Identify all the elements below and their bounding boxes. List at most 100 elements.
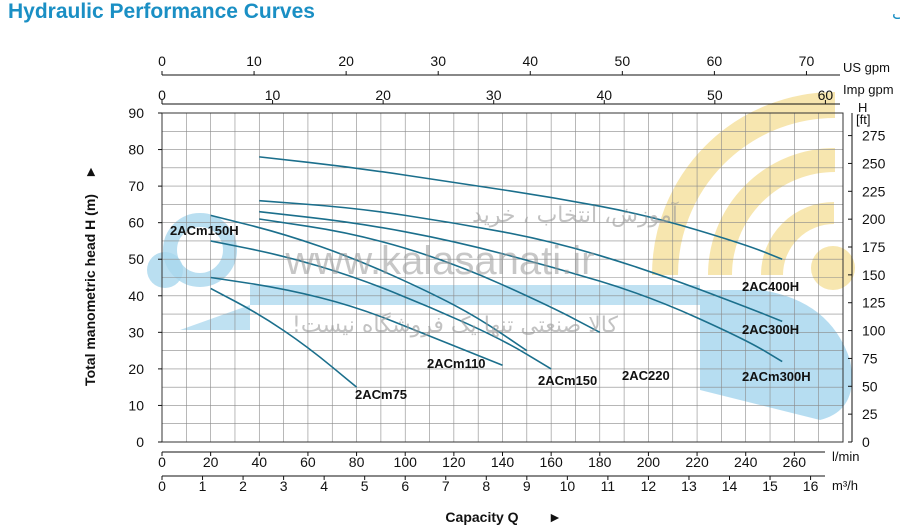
feet-tick-label: 250	[862, 155, 886, 171]
m3h-tick-label: 10	[560, 478, 576, 494]
watermark-url: www.kalasanati.ir	[284, 239, 594, 283]
feet-tick-label: 25	[862, 406, 878, 422]
m3h-tick-label: 6	[401, 478, 409, 494]
impgpm-tick-label: 50	[707, 87, 723, 103]
impgpm-unit-label: Imp gpm	[843, 82, 894, 97]
curve-2ac220	[259, 218, 601, 334]
usgpm-tick-label: 0	[158, 53, 166, 69]
y-tick-label: 20	[128, 361, 144, 377]
m3h-tick-label: 11	[601, 478, 616, 494]
chart-title: Hydraulic Performance Curves	[8, 0, 315, 23]
y-axis-arrow: ►	[82, 165, 98, 179]
x-tick-label: 180	[588, 454, 612, 470]
feet-tick-label: 175	[862, 239, 886, 255]
y-tick-label: 80	[128, 142, 144, 158]
m3h-tick-label: 13	[681, 478, 697, 494]
m3h-tick-label: 9	[523, 478, 531, 494]
impgpm-tick-label: 10	[265, 87, 281, 103]
curve-2ac400h	[259, 156, 783, 260]
curve-label-2ac300h: 2AC300H	[742, 322, 799, 337]
x-tick-label: 160	[539, 454, 563, 470]
x-axis-arrow: ►	[548, 509, 562, 525]
curve-label-2acm110: 2ACm110	[427, 356, 486, 371]
y-tick-label: 50	[128, 251, 144, 267]
usgpm-tick-label: 70	[799, 53, 815, 69]
feet-tick-label: 225	[862, 183, 886, 199]
curve-label-2ac400h: 2AC400H	[742, 279, 799, 294]
y-tick-label: 10	[128, 397, 144, 413]
feet-tick-label: 50	[862, 378, 878, 394]
watermark-line3: کالا صنعتی تنها یک فروشگاه نیست!	[292, 312, 618, 338]
usgpm-tick-label: 20	[338, 53, 354, 69]
y-tick-label: 30	[128, 324, 144, 340]
feet-axis-h-label: H	[858, 100, 867, 115]
m3h-tick-label: 14	[722, 478, 738, 494]
impgpm-tick-label: 0	[158, 87, 166, 103]
curve-2acm300h	[259, 210, 783, 363]
curve-2acm150	[210, 240, 552, 370]
y-axis-title: Total manometric head H (m)	[82, 194, 98, 386]
usgpm-tick-label: 10	[246, 53, 262, 69]
performance-curves: 2ACm75 2ACm110 2ACm150 2ACm150H 2AC220 2ACm30…	[170, 156, 811, 402]
x-tick-label: 20	[203, 454, 219, 470]
x-tick-label: 220	[685, 454, 709, 470]
usgpm-tick-label: 40	[522, 53, 538, 69]
y-tick-label: 90	[128, 105, 144, 121]
feet-tick-label: 275	[862, 128, 886, 144]
curve-2ac300h	[259, 199, 783, 323]
x-axis-title: Capacity Q	[445, 509, 518, 525]
y-tick-label: 0	[136, 434, 144, 450]
x-tick-label: 80	[349, 454, 365, 470]
x-tick-label: 140	[491, 454, 515, 470]
impgpm-tick-label: 60	[818, 87, 834, 103]
plot-frame	[161, 112, 844, 443]
x-unit-label: l/min	[832, 449, 859, 464]
m3h-tick-label: 3	[280, 478, 288, 494]
chart-title-persian: منحنی عملکرد هیدرولیکی	[892, 2, 900, 22]
m3h-tick-label: 0	[158, 478, 166, 494]
curve-2acm110	[210, 276, 503, 366]
m3h-tick-label: 1	[199, 478, 207, 494]
y-tick-label: 60	[128, 215, 144, 231]
feet-tick-label: 75	[862, 350, 878, 366]
feet-tick-label: 200	[862, 211, 886, 227]
y-tick-label: 40	[128, 288, 144, 304]
curve-label-2acm150h: 2ACm150H	[170, 223, 239, 238]
x-tick-label: 100	[394, 454, 418, 470]
x-tick-label: 200	[637, 454, 661, 470]
feet-tick-label: 100	[862, 323, 886, 339]
watermark-line1: آموزش، انتخاب ، خرید	[472, 201, 679, 228]
feet-tick-label: 150	[862, 267, 886, 283]
feet-unit-label: [ft]	[856, 112, 870, 127]
y-tick-label: 70	[128, 178, 144, 194]
m3h-tick-label: 5	[361, 478, 369, 494]
impgpm-tick-label: 30	[486, 87, 502, 103]
curve-label-2ac220: 2AC220	[622, 368, 670, 383]
x-tick-label: 40	[251, 454, 267, 470]
m3h-tick-label: 7	[442, 478, 450, 494]
curve-label-2acm150: 2ACm150	[538, 373, 597, 388]
usgpm-unit-label: US gpm	[843, 60, 890, 75]
usgpm-tick-label: 30	[430, 53, 446, 69]
m3h-tick-label: 15	[762, 478, 778, 494]
m3h-unit-label: m³/h	[832, 478, 858, 493]
curve-2acm150h	[210, 214, 528, 352]
watermark-art	[147, 92, 855, 420]
curve-label-2acm75: 2ACm75	[355, 387, 407, 402]
m3h-tick-label: 2	[239, 478, 247, 494]
impgpm-tick-label: 40	[596, 87, 612, 103]
feet-tick-label: 125	[862, 295, 886, 311]
m3h-tick-label: 16	[803, 478, 819, 494]
m3h-tick-label: 8	[482, 478, 490, 494]
x-tick-label: 260	[783, 454, 807, 470]
usgpm-tick-label: 50	[615, 53, 631, 69]
impgpm-tick-label: 20	[375, 87, 391, 103]
x-tick-label: 60	[300, 454, 316, 470]
curve-2acm75	[210, 287, 358, 388]
m3h-tick-label: 12	[641, 478, 657, 494]
curve-label-2acm300h: 2ACm300H	[742, 369, 811, 384]
x-tick-label: 120	[442, 454, 466, 470]
x-tick-label: 0	[158, 454, 166, 470]
